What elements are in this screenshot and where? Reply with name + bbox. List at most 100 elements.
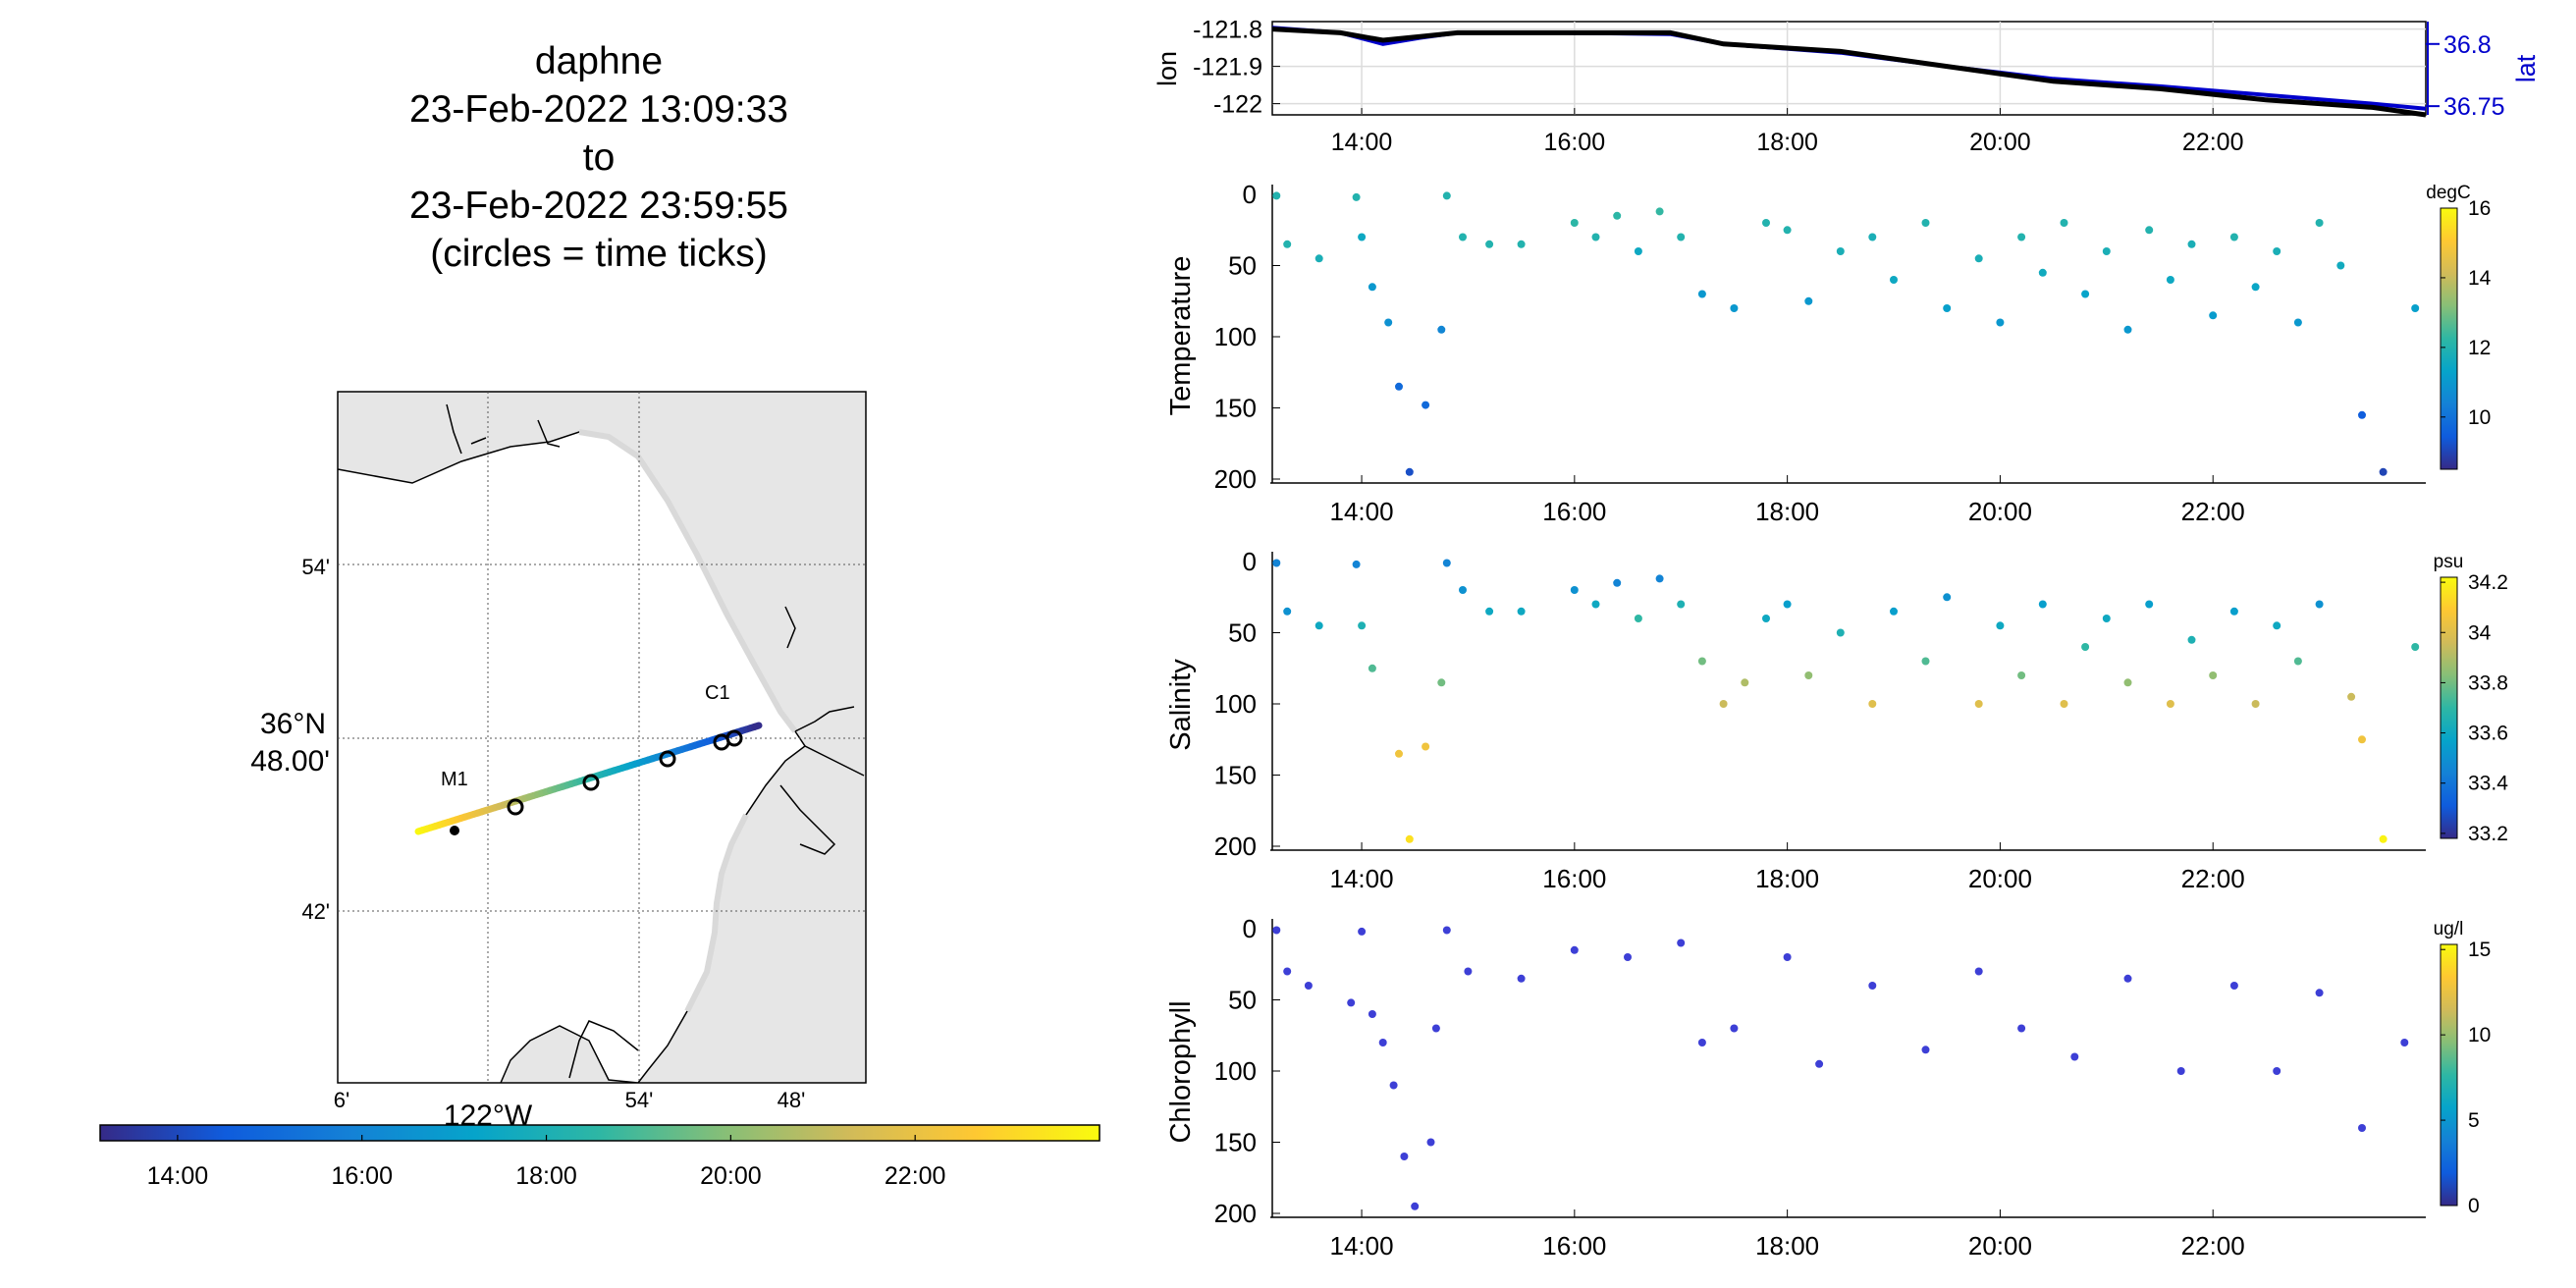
lonlat-x-tick-label: 16:00 xyxy=(1544,129,1606,156)
sal-data-point xyxy=(1395,749,1403,758)
sal-data-point xyxy=(2209,671,2218,679)
temp-x-tick-label: 20:00 xyxy=(1968,497,2032,526)
chl-data-point xyxy=(1974,967,1983,976)
temp-y-tick-label: 150 xyxy=(1214,394,1257,423)
chl-data-point xyxy=(2358,1124,2366,1132)
temp-y-tick-label: 100 xyxy=(1214,322,1257,351)
lon-tick-label: -122 xyxy=(1213,91,1262,119)
salinity-colorbar-ticks: 34.2 34 33.8 33.6 33.4 33.2 xyxy=(2441,571,2508,845)
station-m1-label: M1 xyxy=(441,769,468,790)
chl-data-point xyxy=(2123,974,2132,983)
map-lat-tick-54: 54' xyxy=(301,555,330,579)
figure-title: daphne 23-Feb-2022 13:09:33 to 23-Feb-20… xyxy=(373,37,825,278)
sal-data-point xyxy=(2145,600,2154,609)
sal-data-point xyxy=(1868,700,1877,708)
sal-x-tick-label: 16:00 xyxy=(1542,864,1606,893)
sal-data-point xyxy=(1613,578,1622,587)
chl-x-tick-label: 16:00 xyxy=(1542,1231,1606,1261)
chl-x-tick-label: 14:00 xyxy=(1330,1231,1394,1261)
sal-data-point xyxy=(1890,607,1898,616)
temp-x-tick-label: 16:00 xyxy=(1542,497,1606,526)
salinity-colorbar-unit: psu xyxy=(2434,552,2464,572)
time-colorbar-ticks: 14:00 16:00 18:00 20:00 22:00 xyxy=(147,1135,945,1190)
sal-data-point xyxy=(1836,628,1845,637)
sal-data-point xyxy=(1570,586,1579,594)
river-east xyxy=(779,606,865,855)
chlorophyll-colorbar xyxy=(2440,943,2458,1207)
sal-data-point xyxy=(1422,742,1430,751)
sal-x-tick-label: 20:00 xyxy=(1968,864,2032,893)
temp-y-tick-label: 200 xyxy=(1214,464,1257,494)
sal-data-point xyxy=(2081,643,2090,651)
chl-data-point xyxy=(2273,1067,2281,1075)
sal-data-point xyxy=(2358,735,2366,744)
shoreline-band xyxy=(578,429,798,1013)
chl-data-point xyxy=(1378,1039,1387,1046)
sal-data-point xyxy=(1996,621,2005,630)
sal-y-tick-label: 150 xyxy=(1214,761,1257,790)
temperature-colorbar-ticks: 16 14 12 10 xyxy=(2441,197,2492,429)
chl-data-point xyxy=(1464,967,1473,976)
sal-data-point xyxy=(2273,621,2281,630)
time-colorbar-tick-label: 14:00 xyxy=(147,1162,209,1190)
temp-data-point xyxy=(2315,219,2324,227)
chl-data-point xyxy=(2070,1052,2079,1061)
lon-tick-label: -121.8 xyxy=(1193,17,1262,44)
temp-data-point xyxy=(1868,233,1877,242)
chl-data-point xyxy=(2229,982,2238,990)
temp-data-point xyxy=(1974,254,1983,263)
sal-data-point xyxy=(2038,600,2047,609)
time-colorbar-tick-label: 18:00 xyxy=(515,1162,577,1190)
lonlat-x-tick-label: 14:00 xyxy=(1331,129,1393,156)
sal-data-point xyxy=(1405,834,1414,843)
temp-data-point xyxy=(2123,325,2132,334)
temp-data-point xyxy=(1384,318,1393,327)
sal-x-tick-label: 22:00 xyxy=(2181,864,2245,893)
temp-y-tick-label: 0 xyxy=(1243,180,1257,209)
sal-data-point xyxy=(2123,678,2132,687)
temp-data-point xyxy=(1517,240,1526,248)
lonlat-x-tick-label: 22:00 xyxy=(2182,129,2244,156)
temp-data-point xyxy=(1315,254,1323,263)
temp-data-point xyxy=(2017,233,2026,242)
temp-data-point xyxy=(2038,268,2047,277)
chl-data-point xyxy=(2017,1024,2026,1033)
lonlat-x-tick-label: 18:00 xyxy=(1756,129,1818,156)
chl-data-point xyxy=(1868,982,1877,990)
time-colorbar xyxy=(99,1124,1100,1142)
sal-y-tick-label: 200 xyxy=(1214,832,1257,861)
sal-y-tick-label: 100 xyxy=(1214,689,1257,719)
chlorophyll-colorbar-ticks: 15 10 5 0 xyxy=(2441,939,2491,1217)
lat-tick-label: 36.8 xyxy=(2443,31,2492,59)
temp-data-point xyxy=(1730,304,1739,312)
chl-y-tick-label: 50 xyxy=(1228,986,1257,1015)
sal-data-point xyxy=(1655,574,1664,583)
sal-data-point xyxy=(2102,615,2111,622)
chl-y-tick-label: 200 xyxy=(1214,1199,1257,1228)
sal-data-point xyxy=(2229,607,2238,616)
sal-data-point xyxy=(1272,559,1281,567)
title-to: to xyxy=(582,136,616,179)
sal-data-point xyxy=(2347,692,2356,701)
salinity-panel: 0 50 100 150 200 14:00 16:00 18:00 20:00 22:00 Sa… xyxy=(1165,547,2508,893)
temp-data-point xyxy=(2411,304,2420,312)
chl-x-tick-label: 20:00 xyxy=(1968,1231,2032,1261)
temp-data-point xyxy=(1272,191,1281,200)
sal-data-point xyxy=(1591,600,1600,609)
temp-data-point xyxy=(1283,240,1292,248)
temp-data-point xyxy=(1613,211,1622,220)
track-segment xyxy=(751,722,763,730)
lon-lat-x-ticks: 14:00 16:00 18:00 20:00 22:00 xyxy=(1331,108,2244,156)
temp-data-point xyxy=(2145,226,2154,235)
track-tick-circle xyxy=(582,774,600,791)
temp-data-point xyxy=(1459,233,1467,242)
chl-data-point xyxy=(1517,974,1526,983)
temp-data-point xyxy=(2187,240,2196,248)
sal-data-point xyxy=(1719,700,1728,708)
chl-data-point xyxy=(1783,953,1792,961)
chl-y-tick-label: 0 xyxy=(1243,914,1257,943)
chl-data-point xyxy=(1283,967,1292,976)
sal-data-point xyxy=(1804,671,1813,679)
temperature-axes: 0 50 100 150 200 14:00 16:00 18:00 20:00 22:00 xyxy=(1214,180,2426,526)
